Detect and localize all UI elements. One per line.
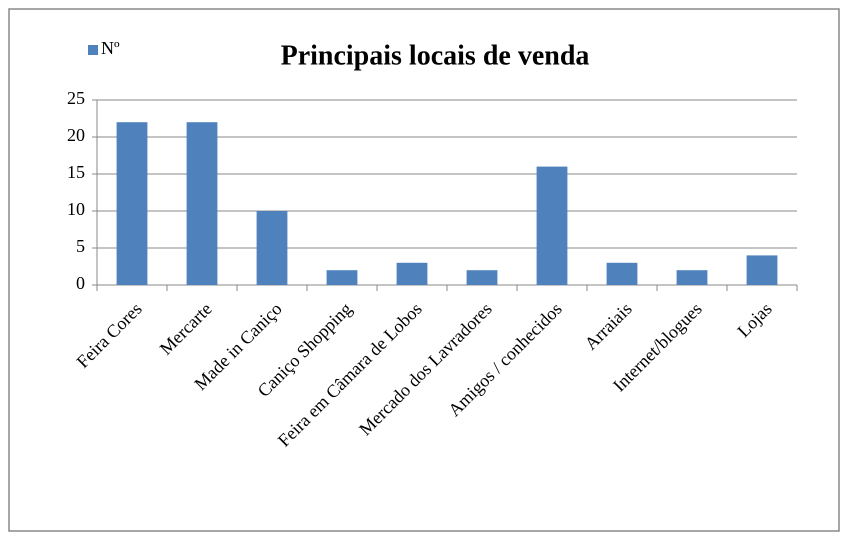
y-tick-label: 5 — [76, 236, 85, 256]
bar — [326, 270, 358, 285]
bar — [116, 122, 148, 285]
bar — [606, 262, 638, 285]
bar — [676, 270, 708, 285]
bar — [466, 270, 498, 285]
bar — [746, 255, 778, 285]
bar — [256, 211, 288, 285]
y-tick-label: 25 — [67, 88, 85, 108]
y-tick-label: 0 — [76, 273, 85, 293]
y-tick-label: 15 — [67, 162, 85, 182]
legend-label: Nº — [101, 38, 120, 58]
bar — [186, 122, 218, 285]
bar — [396, 262, 428, 285]
y-tick-label: 10 — [67, 199, 85, 219]
bar — [536, 166, 568, 285]
legend-swatch — [88, 45, 98, 55]
chart-title: Principais locais de venda — [281, 40, 590, 71]
y-tick-label: 20 — [67, 125, 85, 145]
